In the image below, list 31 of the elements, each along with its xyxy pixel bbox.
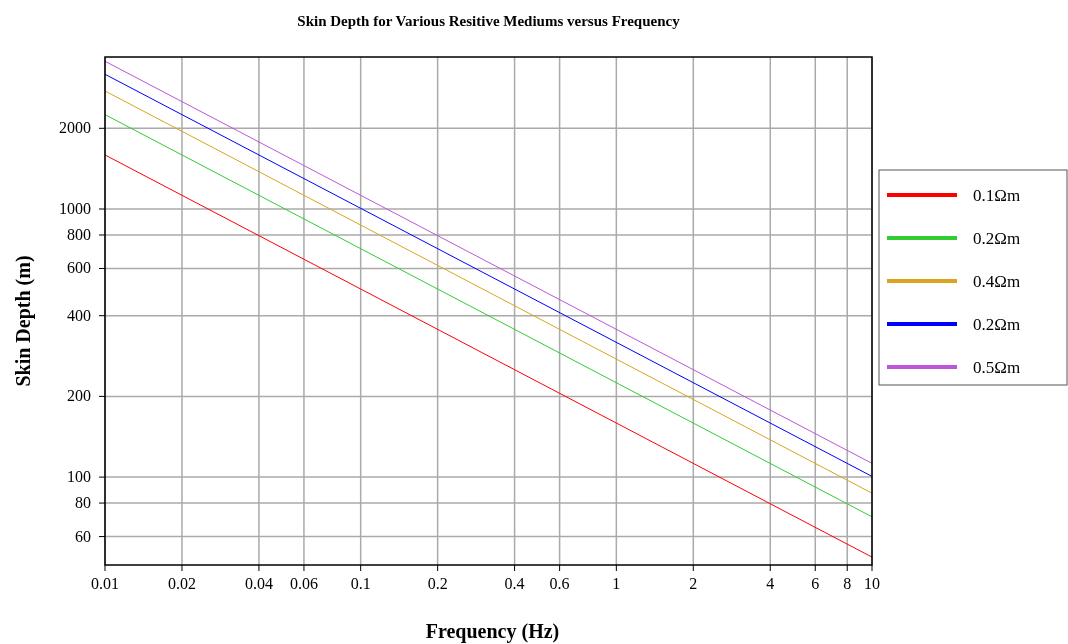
legend-label: 0.2Ωm — [973, 229, 1021, 248]
y-tick-label: 400 — [67, 306, 91, 324]
legend-label: 0.1Ωm — [973, 186, 1021, 205]
x-tick-label: 6 — [811, 575, 820, 592]
x-tick-label: 1 — [612, 575, 621, 592]
y-tick-label: 600 — [67, 259, 91, 277]
y-tick-label: 60 — [75, 527, 91, 545]
y-tick-label: 800 — [67, 225, 91, 243]
y-tick-label: 1000 — [59, 200, 91, 218]
x-tick-label: 4 — [766, 575, 775, 592]
y-tick-label: 200 — [67, 387, 91, 405]
y-tick-label: 80 — [75, 494, 91, 512]
x-tick-label: 0.06 — [289, 575, 318, 592]
x-axis-title: Frequency (Hz) — [425, 620, 560, 643]
legend-label: 0.5Ωm — [973, 358, 1021, 377]
chart-title: Skin Depth for Various Resitive Mediums versus Frequency — [297, 13, 681, 29]
x-tick-label: 0.02 — [167, 575, 196, 592]
x-tick-label: 0.2 — [427, 575, 448, 592]
x-tick-label: 0.4 — [504, 575, 525, 592]
y-tick-label: 100 — [67, 468, 91, 486]
legend-label: 0.2Ωm — [973, 315, 1021, 334]
legend-label: 0.4Ωm — [973, 272, 1021, 291]
x-tick-label: 0.6 — [549, 575, 570, 592]
x-tick-label: 8 — [843, 575, 852, 592]
x-tick-label: 0.01 — [91, 575, 119, 592]
x-tick-label: 0.04 — [244, 575, 273, 592]
x-tick-label: 0.1 — [350, 575, 371, 592]
y-axis-title: Skin Depth (m) — [12, 255, 35, 387]
x-tick-label: 2 — [689, 575, 698, 592]
x-tick-label: 10 — [864, 575, 880, 592]
y-tick-label: 2000 — [59, 119, 91, 137]
